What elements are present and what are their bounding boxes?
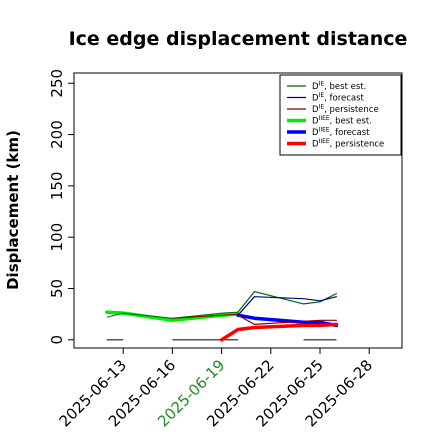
y-tick-label: 100 xyxy=(48,223,66,252)
series-line xyxy=(237,314,337,325)
legend-entry: DIIEE, persistence xyxy=(312,138,384,150)
y-tick-label: 0 xyxy=(48,335,66,345)
chart-title: Ice edge displacement distance xyxy=(69,28,408,50)
series-line xyxy=(237,296,337,316)
data-series xyxy=(105,291,339,342)
legend-entry: DIE, persistence xyxy=(312,104,379,116)
legend-entry: DIE, best est. xyxy=(312,81,366,93)
y-tick-label: 50 xyxy=(48,279,66,298)
y-axis-ticks: 0 50 100 150 200 250 xyxy=(48,69,74,345)
legend-entry: DIE, forecast xyxy=(312,92,365,104)
x-axis-ticks: 2025-06-132025-06-162025-06-192025-06-22… xyxy=(56,348,376,430)
series-line xyxy=(237,291,337,313)
legend-entry: DIIEE, forecast xyxy=(312,127,370,139)
y-tick-label: 250 xyxy=(48,69,66,98)
legend-box xyxy=(279,74,402,156)
y-tick-label: 150 xyxy=(48,172,66,201)
legend-entry: DIIEE, best est. xyxy=(312,115,372,127)
series-line xyxy=(219,322,339,342)
y-tick-label: 200 xyxy=(48,120,66,149)
plot-frame xyxy=(73,72,403,349)
y-axis-label: Displacement (km) xyxy=(4,130,22,290)
plot-area xyxy=(73,72,403,349)
series-line-thin xyxy=(172,313,239,319)
